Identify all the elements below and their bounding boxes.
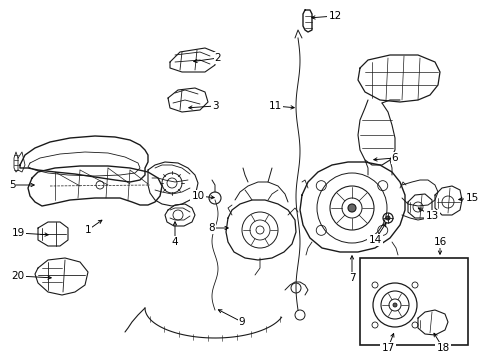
Text: 19: 19 [11,228,24,238]
Text: 12: 12 [328,11,341,21]
Text: 4: 4 [171,237,178,247]
Text: 8: 8 [208,223,215,233]
Text: 11: 11 [268,101,281,111]
Bar [359,258,467,345]
Text: 16: 16 [432,237,446,247]
Text: 3: 3 [211,101,218,111]
Text: 2: 2 [214,53,221,63]
Text: 20: 20 [11,271,24,281]
Text: 6: 6 [391,153,398,163]
Text: 14: 14 [367,235,381,245]
Text: 18: 18 [435,343,448,353]
Text: 7: 7 [348,273,355,283]
Text: 1: 1 [84,225,91,235]
Text: 13: 13 [425,211,438,221]
Text: 10: 10 [191,191,204,201]
Text: 5: 5 [9,180,15,190]
Circle shape [392,303,396,307]
Circle shape [347,204,355,212]
Text: 17: 17 [381,343,394,353]
Text: 15: 15 [465,193,478,203]
Circle shape [385,216,389,220]
Text: 9: 9 [238,317,245,327]
